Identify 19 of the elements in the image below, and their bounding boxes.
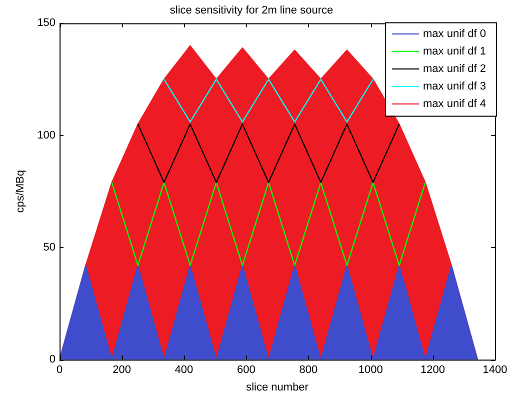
x-tick-label: 1200: [420, 364, 446, 376]
x-tick-label: 1400: [482, 364, 508, 376]
x-tick-label: 400: [174, 364, 194, 376]
y-tick-label: 150: [37, 17, 56, 30]
legend-label: max unif df 1: [423, 45, 486, 58]
y-axis-title: cps/MBq: [14, 170, 27, 213]
x-tick-label: 600: [236, 364, 256, 376]
legend-label: max unif df 2: [423, 62, 486, 75]
y-tick-label: 0: [49, 354, 56, 366]
legend-label: max unif df 4: [423, 98, 486, 110]
legend-label: max unif df 3: [423, 80, 486, 92]
x-tick-label: 1000: [358, 364, 383, 376]
y-tick-label: 100: [37, 129, 56, 142]
x-tick-label: 200: [112, 364, 131, 376]
legend-label: max unif df 0: [423, 28, 486, 40]
y-tick-label: 50: [43, 242, 56, 254]
chart-title: slice sensitivity for 2m line source: [170, 4, 334, 17]
x-tick-label: 800: [299, 364, 318, 376]
x-axis-title: slice number: [246, 381, 309, 394]
